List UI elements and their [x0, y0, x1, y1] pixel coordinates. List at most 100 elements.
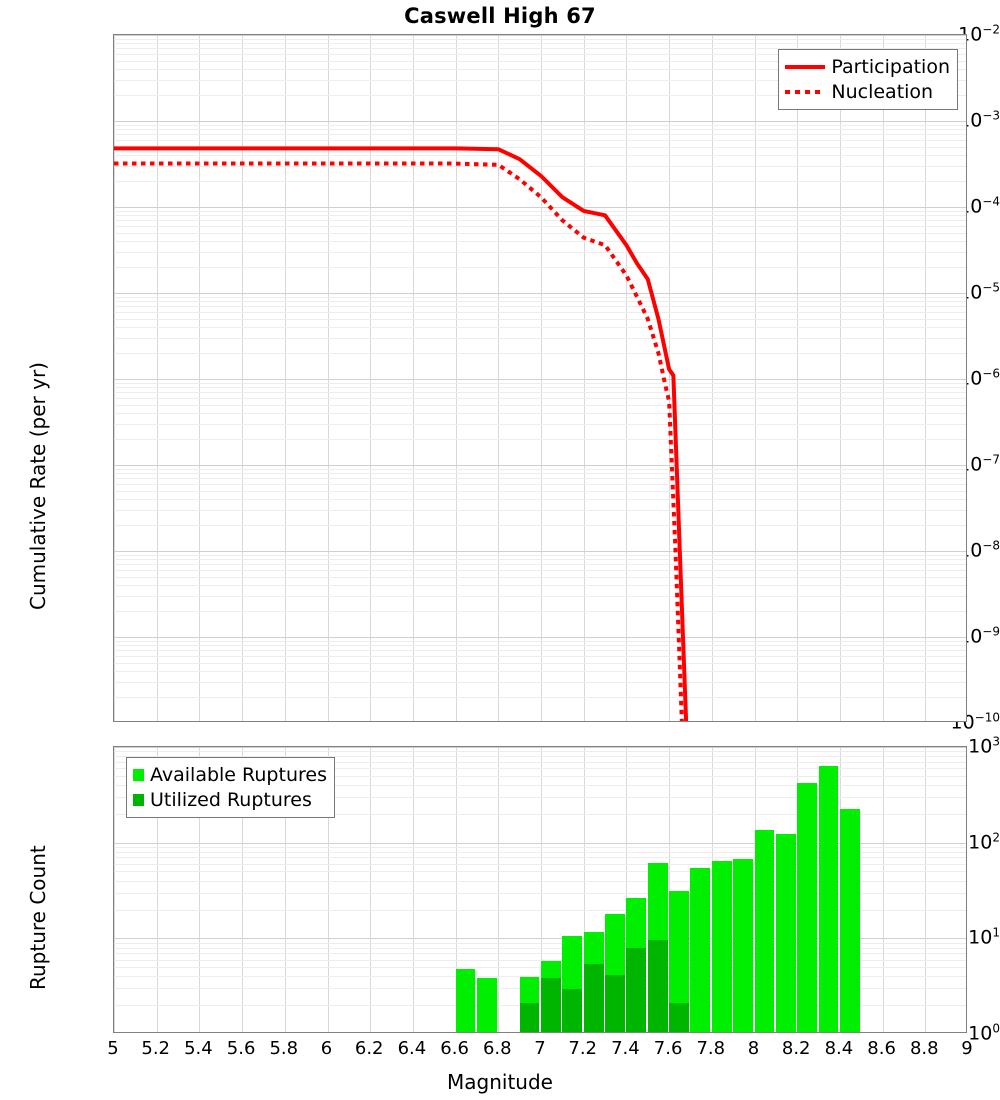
gridline-vertical	[626, 747, 628, 1032]
x-tick-label: 6.4	[397, 1038, 427, 1059]
bar-segment-utilized	[605, 975, 625, 1032]
gridline-horizontal-minor	[114, 226, 966, 228]
gridline-horizontal-minor	[114, 337, 966, 339]
gridline-horizontal-minor	[114, 220, 966, 222]
gridline-horizontal-minor	[114, 404, 966, 406]
gridline-vertical	[626, 35, 628, 721]
y-axis-label-bottom: Rupture Count	[26, 845, 50, 990]
legend-item-nucleation: Nucleation	[785, 79, 950, 104]
gridline-horizontal-minor	[114, 312, 966, 314]
x-tick-label: 5.4	[184, 1038, 213, 1059]
gridline-horizontal-minor	[114, 880, 966, 882]
gridline-vertical	[412, 747, 414, 1032]
gridline-horizontal-minor	[114, 241, 966, 243]
gridline-horizontal-minor	[114, 595, 966, 597]
x-tick-label: 6.2	[354, 1038, 384, 1059]
gridline-horizontal-minor	[114, 439, 966, 441]
gridline-vertical	[284, 747, 286, 1032]
gridline-horizontal-minor	[114, 947, 966, 949]
gridline-horizontal-minor	[114, 656, 966, 658]
solid-line-icon	[785, 64, 826, 69]
gridline-horizontal-minor	[114, 181, 966, 183]
x-tick-label: 8	[747, 1038, 760, 1059]
gridline-horizontal-minor	[114, 165, 966, 167]
gridline-horizontal-minor	[114, 215, 966, 217]
x-tick-label: 5.8	[269, 1038, 299, 1059]
gridline-vertical	[882, 35, 884, 721]
gridline-vertical	[284, 35, 286, 721]
gridline-horizontal-minor	[114, 671, 966, 673]
gridline-horizontal-minor	[114, 353, 966, 355]
bar-segment-utilized	[562, 989, 583, 1032]
x-tick-label: 7.2	[568, 1038, 598, 1059]
curve-nucleation	[114, 161, 684, 721]
gridline-horizontal-minor	[114, 296, 966, 298]
rupture-bar	[711, 747, 732, 1032]
x-tick-label: 7.6	[653, 1038, 683, 1059]
gridline-horizontal-minor	[114, 785, 966, 787]
y-tick-label: 100	[968, 1021, 1000, 1045]
x-axis-label: Magnitude	[447, 1070, 553, 1094]
legend-label-available: Available Ruptures	[150, 763, 327, 786]
gridline-vertical	[669, 747, 671, 1032]
gridline-horizontal-minor	[114, 570, 966, 572]
legend-item-participation: Participation	[785, 54, 950, 79]
gridline-horizontal-major	[114, 637, 966, 638]
rupture-bar	[626, 747, 647, 1032]
gridline-horizontal-minor	[114, 751, 966, 753]
gridline-horizontal-minor	[114, 775, 966, 777]
gridline-horizontal-minor	[114, 232, 966, 234]
gridline-vertical	[199, 35, 201, 721]
gridline-horizontal-minor	[114, 484, 966, 486]
legend-label-nucleation: Nucleation	[831, 80, 934, 103]
gridline-horizontal-major	[114, 465, 966, 466]
legend-item-utilized: Utilized Ruptures	[133, 787, 327, 812]
bar-segment-available	[839, 808, 860, 1032]
gridline-vertical	[797, 35, 799, 721]
x-tick-label: 7.8	[696, 1038, 726, 1059]
gridline-vertical	[669, 35, 671, 721]
y-tick-label: 102	[968, 829, 1000, 854]
bar-segment-available	[476, 977, 497, 1032]
gridline-horizontal-minor	[114, 327, 966, 329]
gridline-horizontal-minor	[114, 576, 966, 578]
gridline-vertical	[455, 35, 457, 721]
gridline-horizontal-minor	[114, 134, 966, 136]
x-tick-label: 6	[320, 1038, 333, 1059]
bar-segment-available	[455, 968, 476, 1032]
gridline-vertical	[711, 35, 713, 721]
gridline-vertical	[114, 35, 115, 721]
rupture-bar	[562, 747, 583, 1032]
x-tick-label: 5.6	[226, 1038, 256, 1059]
gridline-horizontal-minor	[114, 662, 966, 664]
gridline-horizontal-major	[114, 207, 966, 208]
rupture-bar	[754, 747, 775, 1032]
page-title: Caswell High 67	[404, 4, 596, 28]
gridline-vertical	[925, 35, 927, 721]
bar-segment-available	[733, 858, 753, 1032]
x-tick-label: 8.4	[824, 1038, 854, 1059]
bar-segment-available	[775, 833, 796, 1032]
available-color-icon	[133, 768, 144, 781]
gridline-horizontal-major	[114, 938, 966, 940]
gridline-vertical	[583, 35, 585, 721]
rupture-bar	[476, 747, 497, 1032]
gridline-horizontal-major	[114, 747, 966, 748]
gridline-horizontal-minor	[114, 392, 966, 394]
rupture-bar	[647, 747, 668, 1032]
gridline-horizontal-minor	[114, 43, 966, 45]
y-axis-label-top: Cumulative Rate (per yr)	[26, 362, 50, 610]
gridline-horizontal-minor	[114, 585, 966, 587]
bar-segment-utilized	[583, 964, 604, 1032]
gridline-horizontal-major	[114, 842, 966, 844]
bar-segment-available	[711, 860, 732, 1032]
gridline-horizontal-minor	[114, 473, 966, 475]
gridline-horizontal-minor	[114, 967, 966, 969]
gridline-horizontal-minor	[114, 140, 966, 142]
gridline-horizontal-minor	[114, 146, 966, 148]
gridline-horizontal-minor	[114, 318, 966, 320]
gridline-horizontal-minor	[114, 871, 966, 873]
bar-segment-utilized	[519, 1003, 540, 1032]
gridline-horizontal-minor	[114, 768, 966, 770]
gridline-vertical	[541, 747, 542, 1032]
